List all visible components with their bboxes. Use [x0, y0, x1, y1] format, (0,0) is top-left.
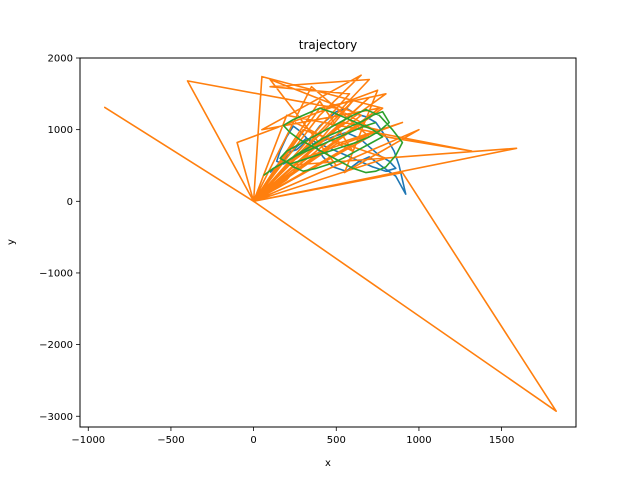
x-tick-label: 1500	[489, 435, 514, 446]
chart-title: trajectory	[299, 38, 357, 52]
series-2-line	[263, 107, 404, 177]
x-tick-label: 500	[327, 435, 346, 446]
x-axis-ticks: −1000 −500 0 500 1000 1500	[71, 427, 514, 446]
y-tick-label: −1000	[39, 268, 73, 279]
y-axis-label: y	[6, 239, 17, 245]
x-tick-label: 1000	[406, 435, 431, 446]
y-tick-label: 1000	[48, 125, 73, 136]
x-tick-label: −500	[157, 435, 184, 446]
series-1-line	[104, 74, 558, 413]
y-tick-label: 2000	[48, 54, 73, 65]
y-tick-label: 0	[67, 197, 73, 208]
series-layer	[104, 74, 558, 413]
y-tick-label: −3000	[39, 412, 73, 423]
x-axis-label: x	[325, 458, 331, 469]
x-tick-label: −1000	[71, 435, 105, 446]
x-tick-label: 0	[250, 435, 256, 446]
y-axis-ticks: −3000 −2000 −1000 0 1000 2000	[39, 54, 80, 423]
y-tick-label: −2000	[39, 340, 73, 351]
plot-frame	[79, 57, 577, 428]
